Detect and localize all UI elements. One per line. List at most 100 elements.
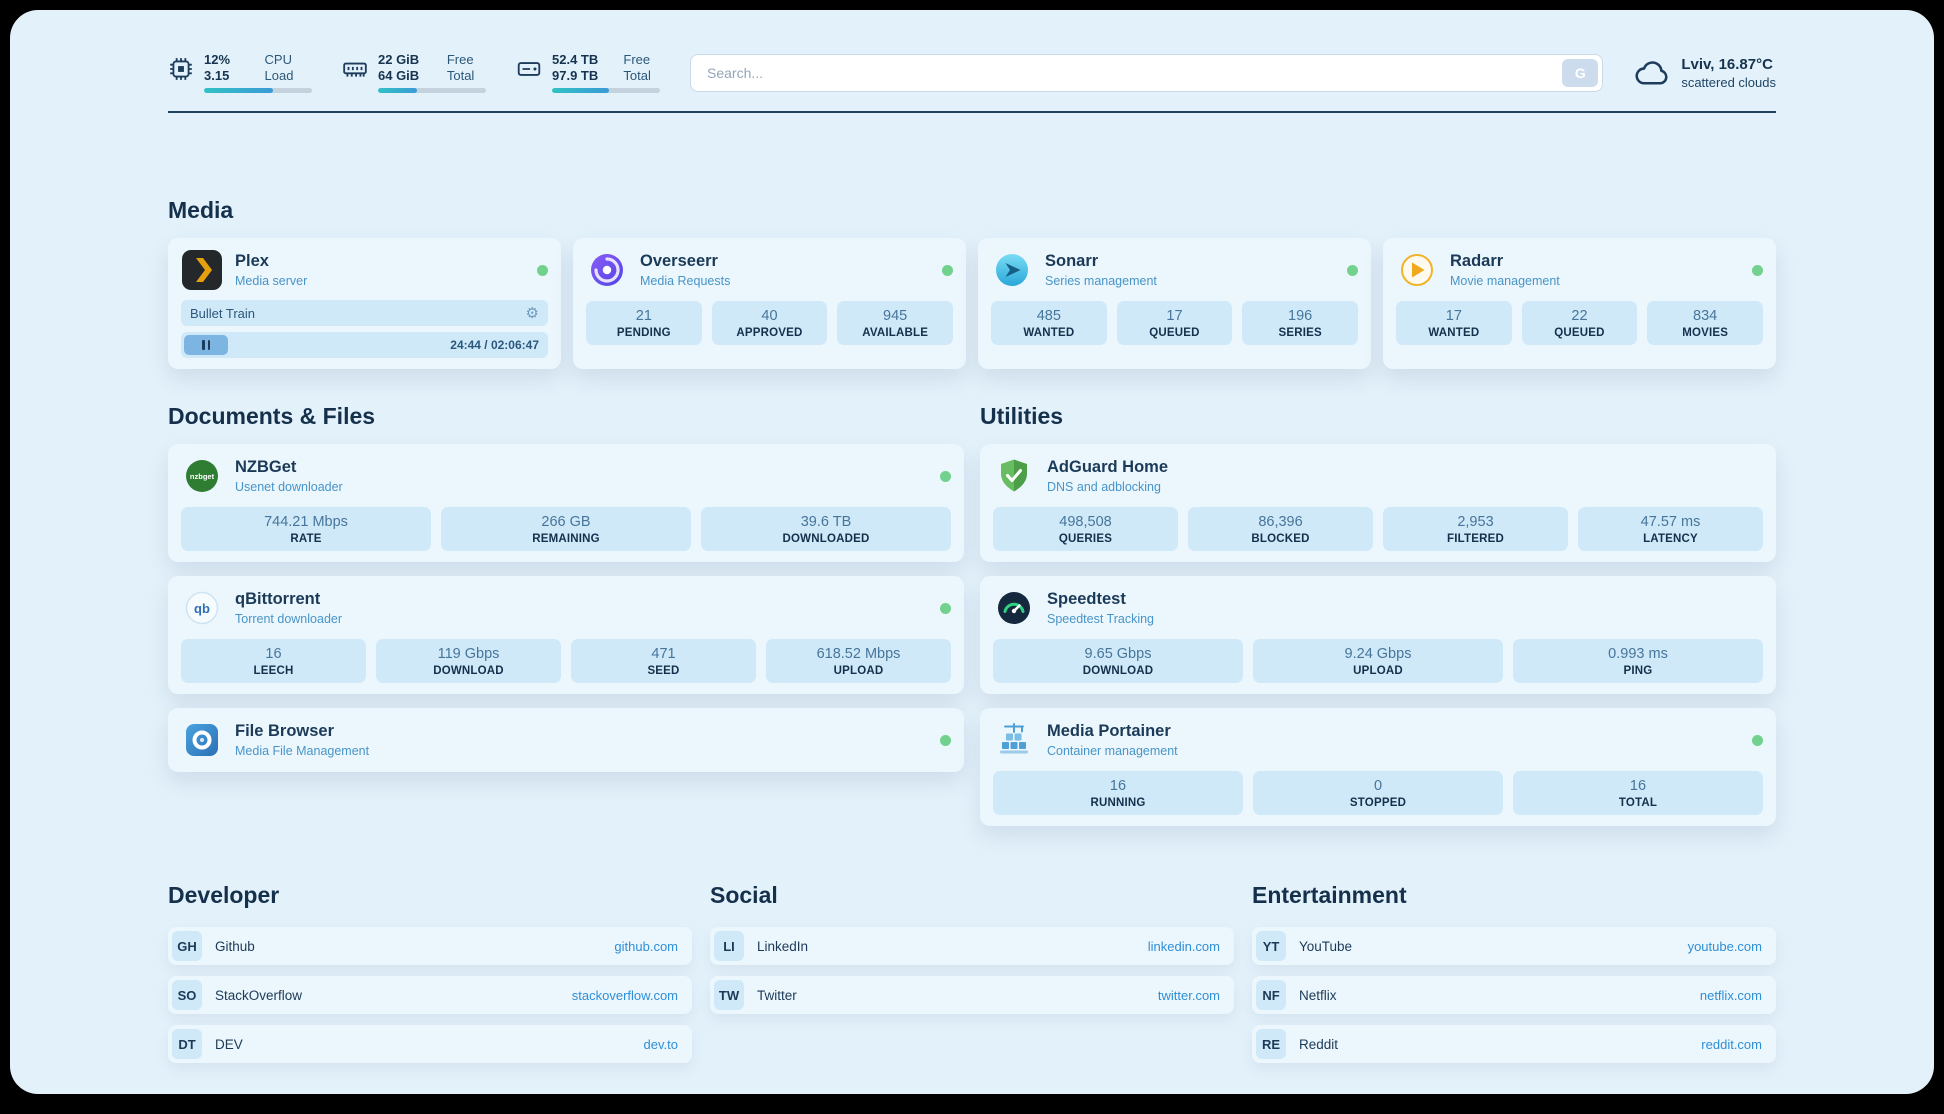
- app-subtitle: DNS and adblocking: [1047, 480, 1161, 494]
- stat-value: 498,508: [1059, 514, 1112, 530]
- stat-ping: 0.993 ms PING: [1513, 639, 1763, 683]
- stat-value: 0: [1373, 778, 1383, 794]
- bookmark-url: netflix.com: [1699, 987, 1762, 1003]
- qbittorrent-icon: qb: [181, 587, 223, 629]
- stat-label: QUERIES: [1058, 533, 1113, 545]
- stat-label: BLOCKED: [1251, 533, 1310, 545]
- stat-value: 485: [1036, 308, 1061, 324]
- weather-location: Lviv, 16.87°C: [1681, 55, 1773, 73]
- stat-label: APPROVED: [736, 327, 803, 339]
- gear-icon[interactable]: ⚙: [525, 304, 539, 322]
- cpu-chip-icon: [170, 58, 192, 80]
- app-title: Overseerr: [640, 252, 718, 270]
- bookmark-netflix[interactable]: NF Netflix netflix.com: [1252, 976, 1776, 1014]
- memory-total-value: 64 GiB: [378, 68, 420, 83]
- bookmark-abbr: RE: [1256, 1029, 1286, 1059]
- app-title: qBittorrent: [235, 590, 321, 608]
- app-title: Sonarr: [1045, 252, 1099, 270]
- overseerr-card[interactable]: Overseerr Media Requests 21 PENDING 40 A…: [573, 238, 966, 369]
- app-subtitle: Series management: [1045, 274, 1157, 288]
- bookmark-name: StackOverflow: [215, 987, 303, 1003]
- search-engine-button[interactable]: G: [1562, 58, 1599, 87]
- stat-value: 16: [265, 646, 282, 662]
- stat-label: AVAILABLE: [862, 327, 929, 339]
- stat-label: DOWNLOAD: [433, 665, 504, 677]
- stat-label: QUEUED: [1149, 327, 1200, 339]
- stat-value: 21: [635, 308, 652, 324]
- hard-drive-icon: [517, 62, 541, 76]
- search-bar: G: [690, 53, 1604, 92]
- bookmark-linkedin[interactable]: LI LinkedIn linkedin.com: [710, 927, 1234, 965]
- bookmark-abbr: DT: [172, 1029, 202, 1059]
- now-playing-row: Bullet Train ⚙: [181, 300, 548, 326]
- stat-running: 16 RUNNING: [993, 771, 1243, 815]
- bookmark-twitter[interactable]: TW Twitter twitter.com: [710, 976, 1234, 1014]
- bookmarks-entertainment: Entertainment YT YouTube youtube.com NF …: [1252, 882, 1776, 1063]
- portainer-card[interactable]: Media Portainer Container management 16 …: [980, 708, 1776, 826]
- bookmark-url: youtube.com: [1687, 938, 1762, 954]
- status-dot: [942, 264, 953, 276]
- stat-label: PENDING: [616, 327, 671, 339]
- radarr-card[interactable]: Radarr Movie management 17 WANTED 22 QUE…: [1383, 238, 1776, 369]
- adguard-card[interactable]: AdGuard Home DNS and adblocking 498,508 …: [980, 444, 1776, 562]
- speedtest-icon: [993, 587, 1035, 629]
- cloud-icon: [1635, 60, 1668, 85]
- bookmark-reddit[interactable]: RE Reddit reddit.com: [1252, 1025, 1776, 1063]
- bookmark-stackoverflow[interactable]: SO StackOverflow stackoverflow.com: [168, 976, 692, 1014]
- stat-label: DOWNLOADED: [782, 533, 870, 545]
- plex-card[interactable]: Plex Media server Bullet Train ⚙ 24:44 /…: [168, 238, 561, 369]
- bookmark-github[interactable]: GH Github github.com: [168, 927, 692, 965]
- stat-label: LATENCY: [1643, 533, 1698, 545]
- stat-queued: 17 QUEUED: [1116, 301, 1233, 345]
- bookmark-name: Netflix: [1299, 987, 1337, 1003]
- qbittorrent-card[interactable]: qb qBittorrent Torrent downloader: [168, 576, 964, 694]
- bookmark-url: twitter.com: [1157, 987, 1220, 1003]
- stat-value: 266 GB: [541, 514, 591, 530]
- portainer-icon: [993, 719, 1035, 761]
- filebrowser-card[interactable]: File Browser Media File Management: [168, 708, 964, 772]
- stat-remaining: 266 GB REMAINING: [441, 507, 691, 551]
- search-input[interactable]: [690, 53, 1604, 92]
- stat-value: 2,953: [1457, 514, 1494, 530]
- stat-label: UPLOAD: [1353, 665, 1403, 677]
- app-title: Speedtest: [1047, 590, 1126, 608]
- ram-icon: [343, 62, 367, 77]
- stat-seed: 471 SEED: [571, 639, 756, 683]
- bookmark-youtube[interactable]: YT YouTube youtube.com: [1252, 927, 1776, 965]
- bookmark-url: stackoverflow.com: [571, 987, 678, 1003]
- documents-column: Documents & Files nzbget: [168, 403, 964, 826]
- stat-label: SERIES: [1278, 327, 1322, 339]
- pause-button[interactable]: [184, 335, 228, 355]
- stat-value: 471: [651, 646, 676, 662]
- stat-label: RUNNING: [1090, 797, 1146, 809]
- stat-label: FILTERED: [1447, 533, 1504, 545]
- cpu-widget: 12% CPU 3.15 Load: [168, 52, 312, 93]
- bookmark-name: LinkedIn: [757, 938, 809, 954]
- bookmark-abbr: YT: [1256, 931, 1286, 961]
- bookmark-name: Twitter: [757, 987, 797, 1003]
- speedtest-card[interactable]: Speedtest Speedtest Tracking 9.65 Gbps D…: [980, 576, 1776, 694]
- app-title: File Browser: [235, 722, 335, 740]
- stat-label: MOVIES: [1682, 327, 1729, 339]
- stat-stopped: 0 STOPPED: [1253, 771, 1503, 815]
- app-subtitle: Media server: [235, 274, 308, 288]
- plex-icon: [181, 249, 223, 291]
- stat-label: SEED: [647, 665, 680, 677]
- stat-value: 17: [1445, 308, 1462, 324]
- app-subtitle: Torrent downloader: [235, 612, 343, 626]
- bookmark-abbr: SO: [172, 980, 202, 1010]
- stat-upload: 9.24 Gbps UPLOAD: [1253, 639, 1503, 683]
- now-playing-title: Bullet Train: [190, 305, 256, 321]
- svg-text:nzbget: nzbget: [190, 472, 215, 481]
- section-title-media: Media: [168, 197, 234, 223]
- app-subtitle: Container management: [1047, 744, 1178, 758]
- bookmark-dev[interactable]: DT DEV dev.to: [168, 1025, 692, 1063]
- sonarr-card[interactable]: Sonarr Series management 485 WANTED 17 Q…: [978, 238, 1371, 369]
- cpu-usage-label: CPU: [264, 52, 292, 67]
- stat-label: RATE: [290, 533, 322, 545]
- nzbget-card[interactable]: nzbget NZBGet Usenet downloader 74: [168, 444, 964, 562]
- stat-value: 834: [1693, 308, 1718, 324]
- bookmark-url: github.com: [614, 938, 678, 954]
- top-bar: 12% CPU 3.15 Load 22 GiB Free 64 GiB: [168, 10, 1776, 93]
- app-title: Radarr: [1450, 252, 1504, 270]
